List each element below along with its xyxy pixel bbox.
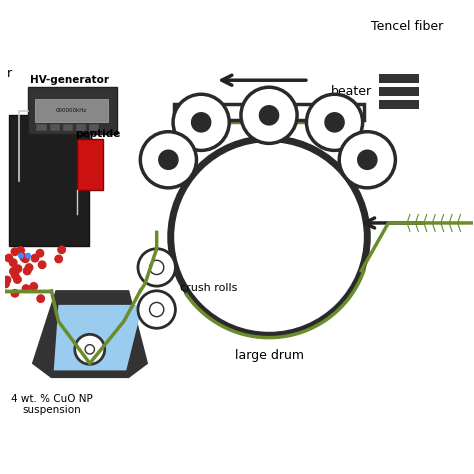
FancyBboxPatch shape [28, 87, 117, 134]
Polygon shape [33, 291, 147, 377]
Circle shape [17, 247, 24, 254]
FancyBboxPatch shape [174, 104, 364, 120]
Circle shape [11, 248, 18, 255]
Circle shape [138, 291, 175, 328]
Circle shape [241, 87, 297, 144]
Text: large drum: large drum [235, 349, 303, 362]
Text: Tencel fiber: Tencel fiber [371, 20, 443, 33]
FancyBboxPatch shape [9, 115, 89, 246]
FancyBboxPatch shape [89, 124, 99, 131]
Circle shape [150, 302, 164, 317]
Polygon shape [54, 305, 143, 370]
Circle shape [3, 276, 11, 284]
Circle shape [14, 265, 22, 273]
Text: beater: beater [331, 85, 372, 99]
Circle shape [75, 334, 105, 365]
Text: HV-generator: HV-generator [30, 75, 109, 85]
Circle shape [324, 112, 345, 133]
Circle shape [85, 345, 94, 354]
Circle shape [37, 295, 45, 302]
Text: 000000kHz: 000000kHz [55, 108, 87, 113]
FancyBboxPatch shape [76, 124, 86, 131]
Circle shape [58, 246, 65, 254]
Circle shape [140, 132, 197, 188]
Text: peptide: peptide [75, 129, 120, 139]
FancyBboxPatch shape [379, 100, 419, 109]
Circle shape [2, 280, 9, 288]
Circle shape [5, 255, 13, 262]
Text: crush rolls: crush rolls [180, 283, 237, 293]
Circle shape [14, 276, 21, 283]
Circle shape [158, 149, 179, 170]
FancyBboxPatch shape [49, 124, 60, 131]
Circle shape [20, 254, 27, 261]
Circle shape [55, 255, 63, 263]
Circle shape [26, 254, 30, 258]
Circle shape [11, 290, 18, 297]
Circle shape [357, 149, 378, 170]
Circle shape [36, 249, 44, 257]
Circle shape [22, 285, 30, 292]
Circle shape [9, 259, 17, 266]
Circle shape [307, 94, 363, 150]
Text: r: r [7, 67, 12, 80]
Circle shape [25, 264, 33, 271]
Circle shape [138, 249, 175, 286]
Circle shape [150, 260, 164, 274]
Circle shape [259, 105, 279, 126]
Circle shape [191, 112, 211, 133]
Circle shape [22, 255, 29, 263]
FancyBboxPatch shape [379, 74, 419, 82]
Circle shape [339, 132, 395, 188]
Circle shape [173, 94, 229, 150]
Circle shape [23, 267, 31, 274]
Circle shape [9, 268, 17, 275]
FancyBboxPatch shape [379, 87, 419, 96]
Circle shape [18, 254, 23, 258]
Circle shape [11, 272, 19, 279]
Circle shape [38, 261, 46, 268]
Circle shape [30, 283, 37, 290]
Circle shape [31, 255, 39, 262]
FancyBboxPatch shape [36, 124, 47, 131]
Text: 4 wt. % CuO NP
suspension: 4 wt. % CuO NP suspension [10, 394, 92, 415]
Circle shape [171, 139, 367, 335]
FancyBboxPatch shape [63, 124, 73, 131]
FancyBboxPatch shape [35, 99, 108, 122]
FancyBboxPatch shape [77, 139, 103, 190]
